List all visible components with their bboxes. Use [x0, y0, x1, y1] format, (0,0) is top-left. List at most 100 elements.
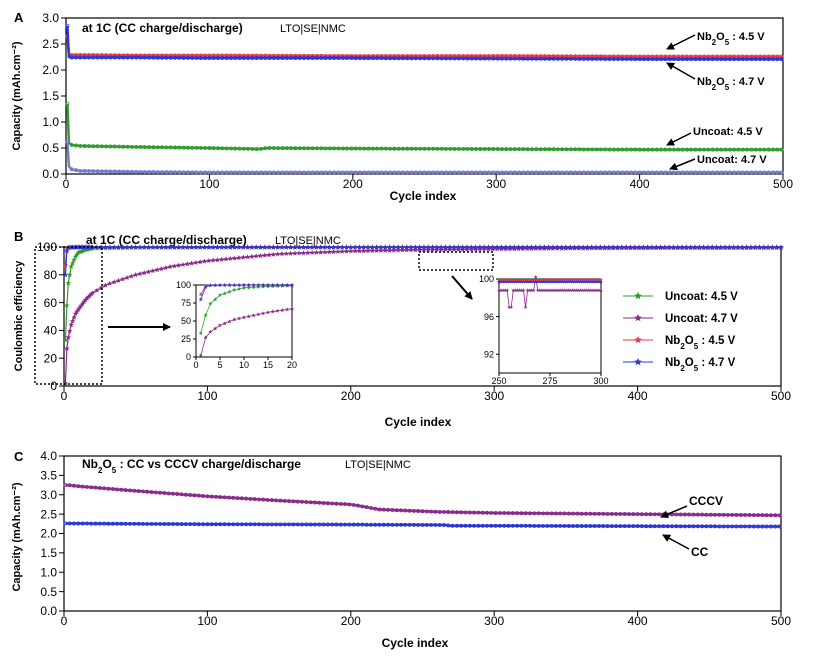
panel-a-point [185, 55, 190, 60]
inset-1-point [198, 297, 203, 302]
panel-a-point [314, 170, 319, 175]
panel-a-point [543, 56, 547, 61]
panel-a-point [241, 170, 246, 175]
panel-b-point [227, 244, 233, 250]
inset-1-point [198, 331, 203, 335]
panel-b-point [107, 244, 113, 250]
annotation-c-0: CCCV [689, 494, 723, 508]
panel-a-point [624, 57, 629, 61]
panel-a-point [332, 146, 337, 151]
panel-a-point [409, 146, 414, 151]
panel-a-point [168, 170, 173, 175]
panel-a-point [125, 55, 130, 60]
panel-b-point [610, 244, 616, 250]
panel-c-point [541, 523, 545, 528]
inset-2-point [529, 288, 534, 292]
panel-a-point [775, 57, 780, 62]
panel-b-point [279, 251, 285, 257]
panel-a-point [620, 147, 625, 152]
panel-a-point [598, 147, 603, 152]
panel-c-point [231, 522, 236, 527]
panel-c-point [489, 510, 494, 515]
inset-2-point [574, 288, 579, 292]
panel-c-point [386, 507, 391, 512]
panel-b-point [210, 244, 216, 250]
panel-b-point [69, 318, 76, 324]
inset-2-point [527, 288, 532, 292]
inset-2-point [507, 305, 512, 309]
panel-b-point [348, 248, 354, 254]
panel-b-point [343, 244, 350, 250]
panel-c-point [627, 512, 631, 517]
panel-c-point [562, 511, 567, 516]
panel-c-point [751, 524, 756, 529]
panel-b-point [490, 246, 496, 252]
panel-c-point [424, 522, 429, 527]
panel-b-legend: Uncoat: 4.5 V Uncoat: 4.7 V Nb2O5 : 4.5 V N… [623, 291, 738, 373]
panel-a-point [745, 147, 750, 152]
panel-b-point [71, 314, 77, 320]
panel-a-point [151, 55, 156, 60]
panel-a-point [555, 170, 560, 175]
panel-c-point [102, 486, 107, 491]
panel-c-point [549, 511, 554, 516]
panel-b-point [761, 244, 767, 250]
inset-2-point [566, 288, 571, 292]
panel-a-point [345, 170, 350, 175]
inset-2-point [562, 277, 567, 282]
panel-b-ytick-label: 20 [44, 351, 58, 365]
panel-a-point [104, 55, 109, 60]
inset-2-point [539, 288, 544, 292]
panel-c-point [652, 512, 657, 517]
inset-1-point [241, 282, 247, 287]
panel-a-point [684, 147, 689, 152]
panel-c-point [244, 522, 249, 527]
panel-a-point [487, 147, 491, 151]
panel-c-label: C [14, 449, 24, 464]
panel-a-point [314, 56, 319, 60]
panel-b-point [395, 247, 401, 253]
panel-b-point [692, 244, 698, 250]
panel-a-point [366, 170, 371, 175]
panel-b-point [662, 244, 668, 250]
panel-b-point [472, 244, 479, 250]
panel-a-point [646, 170, 651, 175]
panel-a-point [672, 147, 676, 152]
panel-b-point [313, 244, 319, 250]
panel-a-point [319, 56, 324, 60]
panel-b-point [464, 244, 470, 250]
panel-c-point [760, 524, 765, 529]
panel-a-point [134, 169, 139, 174]
panel-b-point [580, 244, 586, 250]
panel-a-point [641, 57, 646, 62]
panel-c-point [145, 489, 150, 494]
panel-a-point [547, 170, 552, 175]
panel-a-point [117, 169, 122, 174]
panel-c-point [278, 498, 283, 503]
panel-a-point [568, 147, 573, 152]
panel-a-point [779, 170, 784, 175]
panel-b-point [722, 244, 728, 250]
panel-c-point [510, 523, 515, 528]
inset-2-point [517, 277, 522, 282]
panel-a-point [99, 169, 104, 174]
panel-b-inset-1: 0 5 10 15 20 0 25 50 75 100 [176, 280, 297, 370]
inset-2-point [509, 279, 514, 284]
panel-b-point [257, 244, 264, 250]
inset-1-point [285, 307, 290, 312]
panel-a-point [78, 168, 83, 173]
panel-c-point [691, 512, 696, 517]
inset-2-point [519, 277, 524, 282]
panel-b-point [494, 244, 500, 250]
panel-a-point [69, 142, 74, 147]
panel-c-point [175, 492, 180, 496]
panel-a-point [650, 147, 655, 152]
panel-a-point [762, 147, 767, 152]
panel-a-point [345, 146, 350, 151]
panel-c-point [571, 511, 576, 516]
panel-c-point [575, 511, 580, 516]
panel-b-point [468, 244, 474, 250]
panel-c-point [235, 522, 240, 527]
panel-a-point [276, 170, 281, 175]
panel-a-title: at 1C (CC charge/discharge) [82, 21, 243, 35]
